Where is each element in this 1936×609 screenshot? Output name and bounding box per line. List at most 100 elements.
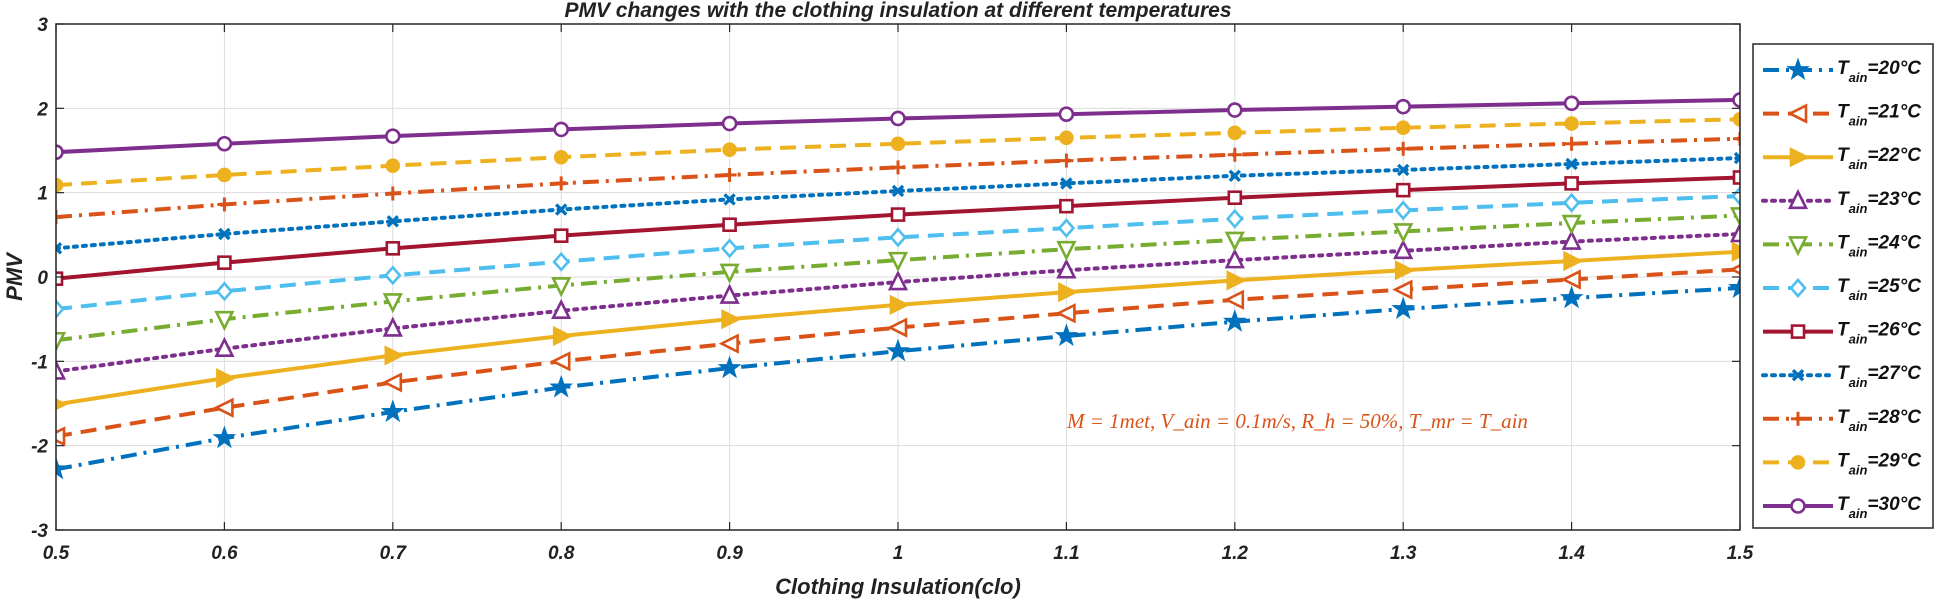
series-line (56, 267, 1740, 439)
data-point (56, 271, 64, 286)
legend-label: Tain=24°C (1837, 232, 1921, 259)
x-tick-label: 1 (893, 543, 904, 564)
data-point (887, 251, 909, 273)
data-point (1056, 240, 1077, 262)
data-point (891, 160, 905, 175)
x-tick-label: 1.3 (1390, 543, 1417, 564)
data-point (381, 372, 403, 393)
data-point (1394, 260, 1416, 281)
x-tick-label: 1.4 (1558, 543, 1585, 564)
data-point (1226, 208, 1244, 229)
legend-label: Tain=30°C (1837, 494, 1921, 521)
data-point (1563, 250, 1584, 272)
data-point (215, 281, 234, 302)
data-point (382, 293, 403, 314)
data-point (887, 270, 909, 291)
legend-marker (1789, 278, 1807, 298)
data-point (1224, 248, 1245, 269)
series-6 (56, 186, 1740, 320)
y-tick-label: -1 (31, 352, 48, 373)
legend-label: Tain=28°C (1837, 407, 1921, 434)
x-tick-label: 0.9 (716, 543, 743, 564)
legend-marker (1786, 57, 1810, 81)
data-point (1729, 222, 1740, 243)
data-point (212, 425, 237, 449)
data-point (218, 227, 231, 241)
series-3 (56, 241, 1740, 411)
data-point (1732, 111, 1740, 127)
data-point (1732, 92, 1740, 108)
x-tick-label: 1.2 (1222, 543, 1249, 564)
tick-layer: 0.5 0.6 0.7 0.8 0.9 1 1.1 1.2 1.3 1.4 1.5 -3 -2 -1 0 1 2… (31, 15, 1754, 564)
data-point (1561, 229, 1582, 250)
data-point (720, 238, 739, 259)
legend: Tain=20°C Tain=21°C Tain=22°C Tain=23°C Tain… (1761, 57, 1921, 521)
legend-item: Tain=24°C (1763, 232, 1921, 259)
data-point (722, 167, 737, 182)
data-point (1393, 223, 1414, 244)
data-point (1396, 163, 1410, 177)
legend-label: Tain=27°C (1837, 363, 1921, 390)
data-point (1395, 98, 1411, 115)
data-point (1054, 323, 1079, 347)
x-tick-label: 0.6 (211, 543, 238, 564)
legend-item: Tain=22°C (1763, 145, 1921, 172)
legend-item: Tain=30°C (1763, 494, 1921, 521)
data-point (550, 351, 571, 372)
data-point (214, 310, 235, 332)
x-tick-label: 0.5 (43, 543, 70, 564)
legend-label: Tain=20°C (1837, 58, 1921, 85)
legend-label: Tain=29°C (1837, 450, 1921, 477)
data-point (1728, 275, 1740, 299)
data-point (1564, 136, 1579, 151)
data-point (1056, 258, 1077, 279)
data-point (1059, 198, 1074, 214)
data-point (1227, 147, 1242, 162)
data-point (1564, 116, 1579, 131)
data-point (382, 316, 403, 337)
data-point (1060, 177, 1073, 190)
data-point (886, 338, 910, 362)
y-tick-label: 3 (37, 15, 48, 36)
legend-item: Tain=29°C (1763, 450, 1921, 477)
data-point (56, 398, 68, 411)
data-point (1222, 309, 1247, 332)
data-point (1227, 102, 1243, 118)
data-point (216, 135, 233, 152)
data-point (553, 228, 569, 243)
data-point (721, 115, 738, 132)
x-axis-title: Clothing Insulation(clo) (775, 574, 1021, 599)
data-point (1396, 141, 1411, 156)
data-point (551, 277, 572, 298)
y-tick-label: -2 (31, 437, 48, 458)
data-point (213, 397, 234, 418)
data-point (384, 345, 405, 366)
legend-marker (1789, 147, 1810, 168)
data-point (385, 158, 401, 173)
data-point (1560, 269, 1581, 290)
data-point (1224, 231, 1245, 252)
legend-item: Tain=25°C (1763, 276, 1921, 303)
legend-label: Tain=21°C (1837, 102, 1921, 129)
data-point (1395, 182, 1411, 198)
data-point (1227, 190, 1243, 206)
x-tick-label: 0.7 (380, 543, 408, 564)
y-tick-label: -3 (31, 521, 48, 542)
data-point (380, 399, 405, 423)
data-point (56, 359, 67, 380)
data-point (723, 193, 736, 206)
data-point (721, 309, 742, 330)
y-axis-title: PMV (2, 251, 27, 301)
data-point (889, 294, 910, 315)
data-point (722, 217, 737, 233)
y-tick-label: 0 (37, 268, 48, 289)
legend-label: Tain=26°C (1837, 320, 1921, 347)
data-point (719, 263, 740, 284)
data-point (552, 251, 570, 272)
data-point (386, 215, 400, 228)
data-point (1565, 157, 1578, 171)
data-point (217, 167, 232, 183)
legend-item: Tain=28°C (1763, 407, 1921, 434)
data-point (889, 227, 907, 248)
